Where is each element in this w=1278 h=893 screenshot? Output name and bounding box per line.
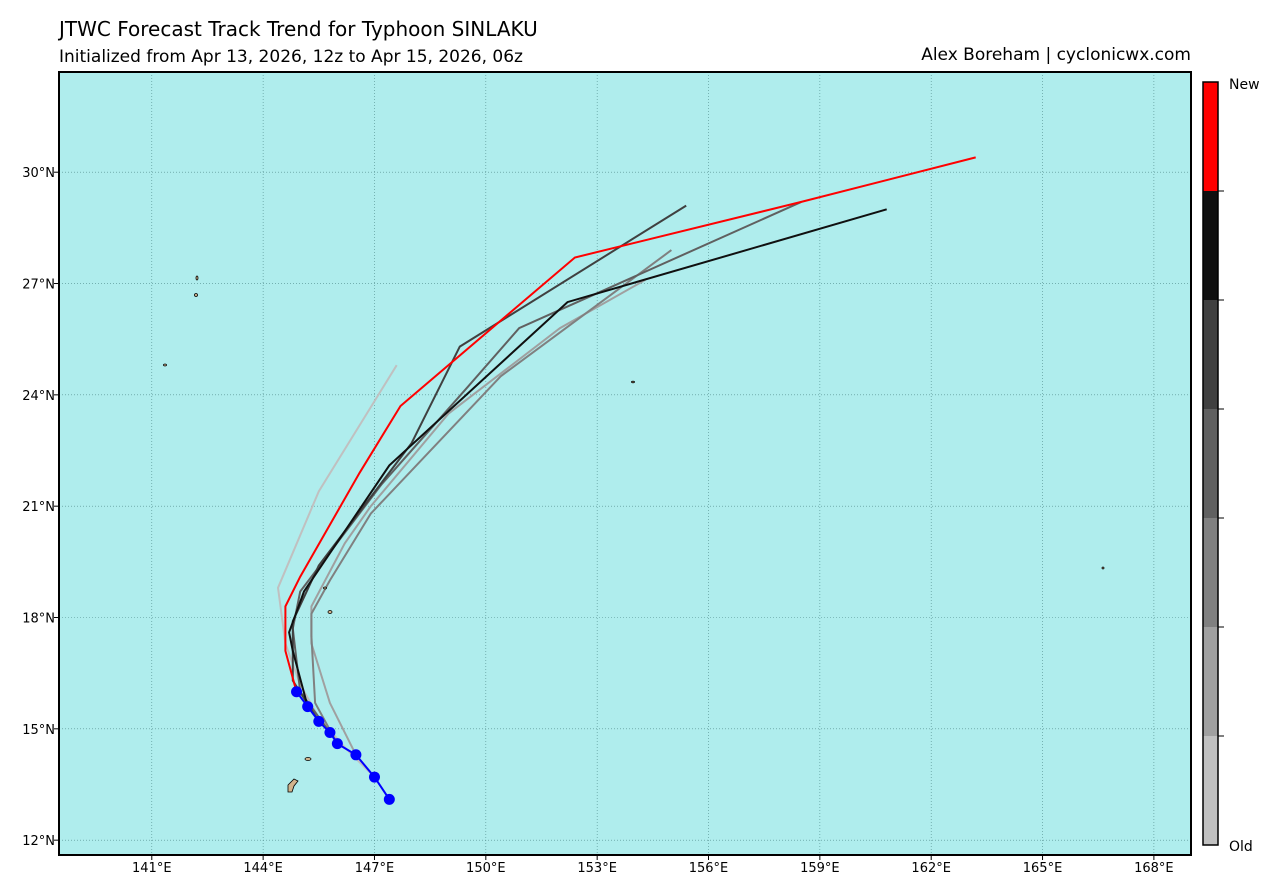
chart-title: JTWC Forecast Track Trend for Typhoon SI… [57, 17, 538, 41]
y-tick-label: 18°N [22, 612, 55, 627]
y-tick-label: 15°N [22, 723, 55, 738]
best-track-point [302, 701, 314, 713]
colorbar-segment [1203, 518, 1218, 627]
island [195, 275, 199, 281]
map-layer [59, 72, 1191, 855]
x-tick-label: 165°E [1023, 861, 1063, 876]
x-tick-label: 150°E [466, 861, 506, 876]
x-tick-label: 159°E [800, 861, 840, 876]
colorbar-bottom-label: Old [1229, 839, 1253, 855]
best-track-point [383, 793, 395, 805]
forecast-track [284, 156, 976, 692]
y-tick-label: 24°N [22, 389, 55, 404]
colorbar-top-label: New [1229, 77, 1260, 93]
x-tick-label: 162°E [911, 861, 951, 876]
x-tick-label: 156°E [689, 861, 729, 876]
best-track-point [368, 771, 380, 783]
colorbar-segment [1203, 300, 1218, 409]
y-tick-label: 21°N [22, 500, 55, 515]
best-track-point [313, 715, 325, 727]
island [304, 757, 312, 761]
colorbar-frame [1202, 81, 1219, 846]
map-frame [58, 71, 1192, 856]
best-track-point [291, 686, 303, 698]
map-background [59, 72, 1191, 855]
chart-subtitle: Initialized from Apr 13, 2026, 12z to Ap… [59, 47, 523, 67]
colorbar-segment [1203, 191, 1218, 300]
colorbar-segment [1203, 409, 1218, 518]
x-tick-label: 147°E [355, 861, 395, 876]
island [194, 293, 198, 297]
credit: Alex Boreham | cyclonicwx.com [921, 45, 1191, 65]
colorbar [1203, 82, 1224, 845]
island [631, 380, 635, 384]
island [1101, 566, 1105, 570]
best-track-point [324, 727, 336, 739]
y-tick-label: 27°N [22, 278, 55, 293]
best-track-point [350, 749, 362, 761]
islands [163, 275, 1105, 793]
island [327, 610, 333, 614]
island [287, 778, 299, 793]
colorbar-segment [1203, 627, 1218, 736]
forecast-track [310, 278, 646, 756]
best-track-point [331, 738, 343, 750]
island [323, 586, 327, 590]
colorbar-segment [1203, 82, 1218, 191]
y-tick-label: 30°N [22, 166, 55, 181]
forecast-track [288, 208, 887, 707]
y-tick-label: 12°N [22, 834, 55, 849]
x-tick-label: 144°E [243, 861, 283, 876]
x-tick-label: 168°E [1134, 861, 1174, 876]
colorbar-segment [1203, 736, 1218, 845]
island [163, 363, 167, 367]
x-tick-label: 153°E [577, 861, 617, 876]
forecast-track [310, 249, 672, 745]
x-tick-label: 141°E [132, 861, 172, 876]
